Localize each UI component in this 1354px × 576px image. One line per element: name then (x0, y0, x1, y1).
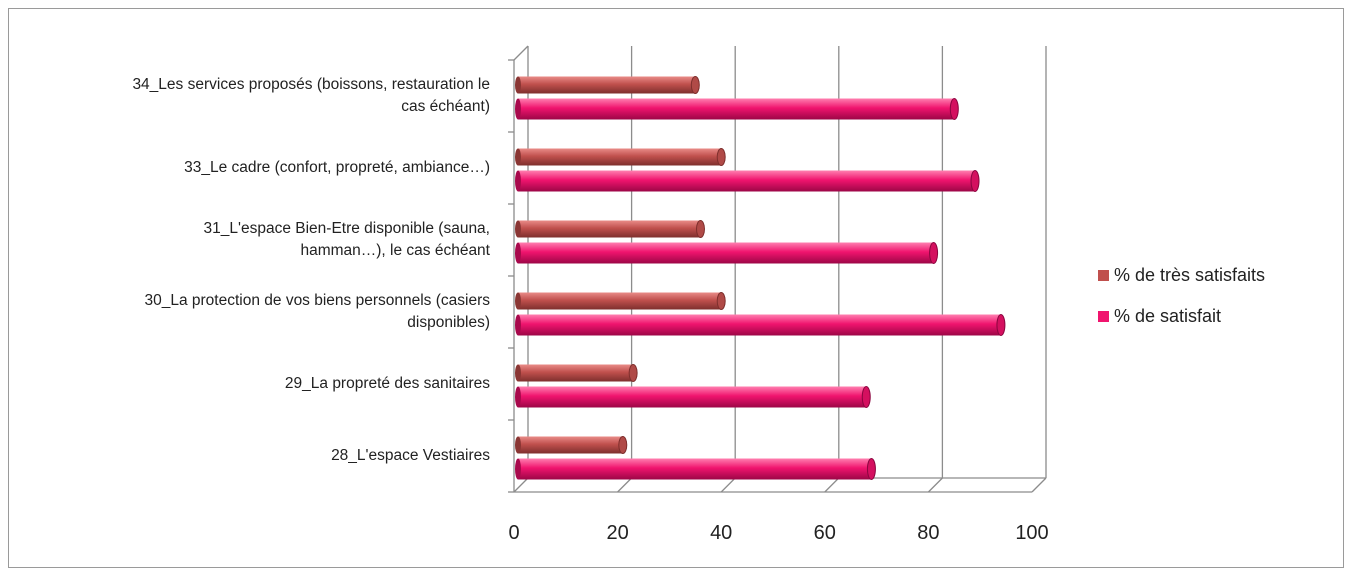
bar-end-cap (949, 98, 959, 120)
category-label-line: disponibles) (407, 314, 490, 331)
bar-base-cap (515, 220, 521, 238)
bar-satisfait-4 (515, 386, 871, 408)
floor-diagonal-0 (513, 477, 529, 493)
bar-end-cap (996, 314, 1006, 336)
bar-base-cap (515, 458, 521, 480)
bar-body (518, 148, 722, 166)
legend-label-tres-satisfaits: % de très satisfaits (1114, 264, 1266, 285)
legend: % de très satisfaits % de satisfait (1098, 262, 1265, 344)
legend-item-satisfait: % de satisfait (1098, 303, 1265, 329)
x-tick-label-3: 60 (814, 522, 836, 544)
bar-body (518, 386, 867, 408)
bar-base-cap (515, 98, 521, 120)
category-label-line: 28_L'espace Vestiaires (331, 447, 490, 464)
bar-satisfait-5 (515, 458, 876, 480)
category-label-line: 33_Le cadre (confort, propreté, ambiance… (184, 159, 490, 176)
x-tick-label-1: 20 (606, 522, 628, 544)
category-label-line: cas échéant) (401, 98, 490, 115)
x-tick-label-2: 40 (710, 522, 732, 544)
category-label-2: 31_L'espace Bien-Etre disponible (sauna,… (20, 218, 490, 262)
bar-base-cap (515, 242, 521, 264)
bar-body (518, 292, 722, 310)
legend-item-tres-satisfaits: % de très satisfaits (1098, 262, 1265, 288)
bar-base-cap (515, 76, 521, 94)
category-label-0: 34_Les services proposés (boissons, rest… (20, 74, 490, 118)
bar-tres-satisfaits-3 (515, 292, 726, 310)
bar-tres-satisfaits-1 (515, 148, 726, 166)
bar-body (518, 314, 1001, 336)
bar-end-cap (716, 292, 726, 310)
bar-body (518, 242, 934, 264)
legend-swatch-tres-satisfaits (1098, 269, 1109, 281)
bar-end-cap (970, 170, 980, 192)
bar-tres-satisfaits-5 (515, 436, 628, 454)
category-label-line: 34_Les services proposés (boissons, rest… (132, 76, 490, 93)
floor-diagonal-2 (720, 477, 736, 493)
bar-end-cap (716, 148, 726, 166)
bar-satisfait-1 (515, 170, 980, 192)
bar-satisfait-0 (515, 98, 959, 120)
bar-satisfait-2 (515, 242, 939, 264)
bar-end-cap (628, 364, 638, 382)
bar-end-cap (690, 76, 700, 94)
x-tick-label-0: 0 (508, 522, 519, 544)
bar-end-cap (695, 220, 705, 238)
legend-swatch-satisfait (1098, 310, 1109, 322)
x-tick-label-4: 80 (917, 522, 939, 544)
legend-label-satisfait: % de satisfait (1114, 305, 1222, 326)
x-tick-label-5: 100 (1015, 522, 1048, 544)
bar-body (518, 170, 976, 192)
bar-body (518, 76, 696, 94)
bar-end-cap (929, 242, 939, 264)
bar-satisfait-3 (515, 314, 1006, 336)
bar-body (518, 98, 955, 120)
bar-base-cap (515, 386, 521, 408)
category-label-4: 29_La propreté des sanitaires (20, 373, 490, 395)
bar-base-cap (515, 364, 521, 382)
bar-end-cap (618, 436, 628, 454)
category-label-line: 29_La propreté des sanitaires (284, 375, 490, 392)
bar-body (518, 458, 872, 480)
bar-base-cap (515, 148, 521, 166)
bar-base-cap (515, 292, 521, 310)
category-label-1: 33_Le cadre (confort, propreté, ambiance… (20, 157, 490, 179)
bar-body (518, 436, 623, 454)
bar-body (518, 364, 634, 382)
bar-tres-satisfaits-2 (515, 220, 705, 238)
category-label-line: 30_La protection de vos biens personnels… (144, 292, 490, 309)
category-label-line: hamman…), le cas échéant (300, 242, 490, 259)
bar-tres-satisfaits-4 (515, 364, 638, 382)
category-label-5: 28_L'espace Vestiaires (20, 445, 490, 467)
category-label-3: 30_La protection de vos biens personnels… (20, 290, 490, 334)
bar-tres-satisfaits-0 (515, 76, 700, 94)
bar-base-cap (515, 436, 521, 454)
floor-diagonal-1 (617, 477, 633, 493)
floor-diagonal-3 (824, 477, 840, 493)
floor-diagonal-4 (927, 477, 943, 493)
bar-base-cap (515, 314, 521, 336)
bar-body (518, 220, 701, 238)
y-axis-top-diagonal (513, 45, 529, 61)
bar-end-cap (866, 458, 876, 480)
bar-base-cap (515, 170, 521, 192)
category-label-line: 31_L'espace Bien-Etre disponible (sauna, (203, 220, 490, 237)
bar-end-cap (861, 386, 871, 408)
floor-diagonal-5 (1031, 477, 1047, 493)
